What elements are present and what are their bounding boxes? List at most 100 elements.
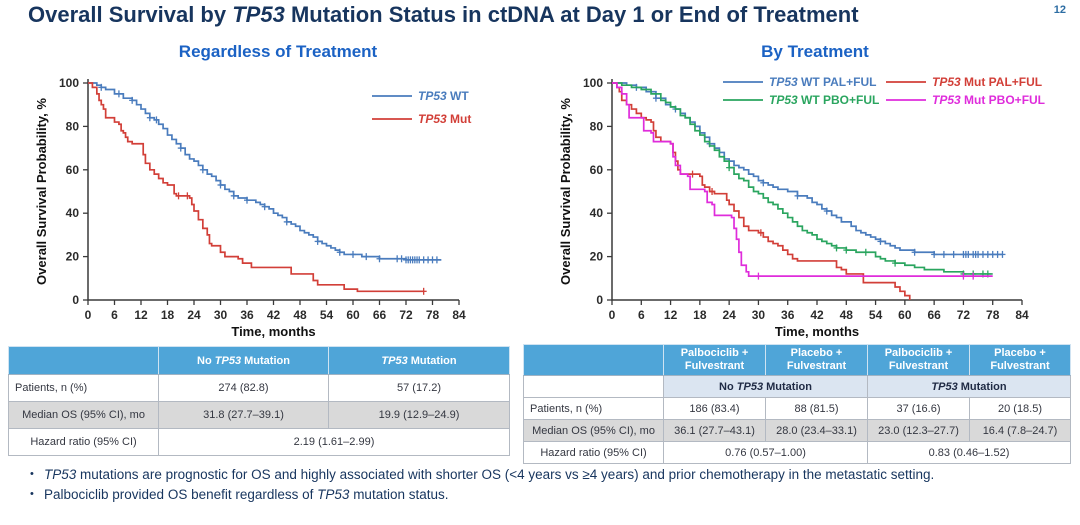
page-title-gene: TP53 [232,2,285,27]
y-tick-label: 40 [66,206,80,220]
bullet-os-benefit: • Palbociclib provided OS benefit regard… [30,486,449,502]
y-axis-label: Overall Survival Probability, % [558,98,573,285]
table-row-median-os: Median OS (95% CI), mo 36.1 (27.7–43.1) … [523,419,1071,442]
x-tick-label: 6 [638,308,645,322]
y-tick-label: 40 [590,206,604,220]
cell-value: 57 (17.2) [328,374,510,402]
row-label: Median OS (95% CI), mo [8,401,159,429]
km-curve-tp53-mut-pal-ful [612,82,911,300]
x-tick-label: 66 [373,308,387,322]
table-row-hazard-ratio: Hazard ratio (95% CI) 2.19 (1.61–2.99) [8,428,510,456]
chart-panel-regardless-of-treatment: Regardless of Treatment 0 6 12 18 24 30 36 42 48… [0,38,540,339]
km-curve-tp53-wt-pal-ful [612,82,1003,256]
x-tick-label: 72 [399,308,413,322]
x-tick-label: 48 [840,308,854,322]
x-tick-label: 54 [320,308,334,322]
x-tick-label: 84 [452,308,466,322]
km-curve-tp53-wt-pbo-ful [612,82,993,275]
x-tick-label: 36 [240,308,254,322]
table-header-row: No TP53 Mutation TP53 Mutation [8,346,510,375]
cell-value: 19.9 (12.9–24.9) [328,401,510,429]
cell-value: 16.4 (7.8–24.7) [969,419,1071,442]
chart-panel-by-treatment: By Treatment 0 6 12 18 24 30 36 42 48 54 60 66 72 78 8… [540,38,1080,339]
y-axis-label: Overall Survival Probability, % [34,98,49,285]
x-tick-label: 78 [986,308,1000,322]
group-header-tp53-mutation: TP53 Mutation [867,375,1071,398]
x-tick-label: 54 [869,308,883,322]
cell-value: 20 (18.5) [969,397,1071,420]
table-row-median-os: Median OS (95% CI), mo 31.8 (27.7–39.1) … [8,401,510,429]
chart-title-right: By Treatment [761,42,869,61]
table-row-hazard-ratio: Hazard ratio (95% CI) 0.76 (0.57–1.00) 0… [523,441,1071,464]
table-row-patients: Patients, n (%) 186 (83.4) 88 (81.5) 37 … [523,397,1071,420]
x-axis-label: Time, months [231,324,315,338]
x-tick-label: 60 [346,308,360,322]
cell-value: 88 (81.5) [765,397,868,420]
y-tick-label: 20 [66,250,80,264]
x-tick-label: 30 [214,308,228,322]
x-tick-label: 72 [957,308,971,322]
cell-value: 186 (83.4) [663,397,766,420]
col-header-palbociclib-fulvestrant-2: Palbociclib + Fulvestrant [867,344,970,376]
km-curve-tp53-mut-pbo-ful [612,82,993,277]
table-header-row: Palbociclib + Fulvestrant Placebo + Fulves… [523,344,1071,376]
legend-label-tp53-mut-pal-ful: TP53 Mut PAL+FUL [932,75,1042,89]
cell-value-span: 2.19 (1.61–2.99) [158,428,510,456]
x-tick-label: 36 [781,308,795,322]
km-chart-by-treatment: 0 6 12 18 24 30 36 42 48 54 60 66 72 78 84 0 20 40 60 80 100… [558,75,1045,339]
page-title: Overall Survival by TP53 Mutation Status… [28,2,859,28]
x-tick-label: 84 [1015,308,1029,322]
bullet-prognostic: • TP53 mutations are prognostic for OS a… [30,467,935,482]
legend-label-tp53-wt-pbo-ful: TP53 WT PBO+FUL [769,93,879,107]
cell-value: 28.0 (23.4–33.1) [765,419,868,442]
x-tick-label: 24 [722,308,736,322]
x-axis-label: Time, months [775,324,859,338]
col-header-palbociclib-fulvestrant-1: Palbociclib + Fulvestrant [663,344,766,376]
row-label: Patients, n (%) [523,397,664,420]
table-corner-cell [8,346,159,375]
bullet-dot: • [30,468,34,480]
col-header-tp53-mutation: TP53 Mutation [328,346,510,375]
legend-label-tp53-mut: TP53 Mut [418,112,471,126]
y-tick-label: 80 [66,119,80,133]
row-label: Median OS (95% CI), mo [523,419,664,442]
cell-value: 274 (82.8) [158,374,329,402]
col-header-placebo-fulvestrant-1: Placebo + Fulvestrant [765,344,868,376]
summary-table-regardless-of-treatment: No TP53 Mutation TP53 Mutation Patients,… [8,346,510,456]
x-tick-label: 48 [293,308,307,322]
x-tick-label: 30 [752,308,766,322]
table-corner-cell [523,344,664,376]
key-points: • TP53 mutations are prognostic for OS a… [30,466,1035,506]
y-tick-label: 80 [590,119,604,133]
y-tick-label: 100 [583,76,603,90]
table-row-patients: Patients, n (%) 274 (82.8) 57 (17.2) [8,374,510,402]
page-title-post: Mutation Status in ctDNA at Day 1 or End… [284,2,859,27]
x-tick-label: 0 [609,308,616,322]
bullet-dot: • [30,487,34,500]
row-label: Patients, n (%) [8,374,159,402]
cell-value: 36.1 (27.7–43.1) [663,419,766,442]
x-tick-label: 12 [134,308,148,322]
y-tick-label: 0 [72,293,79,307]
y-tick-label: 20 [590,250,604,264]
x-tick-label: 0 [85,308,92,322]
x-tick-label: 66 [927,308,941,322]
y-tick-label: 100 [59,76,79,90]
y-tick-label: 60 [66,163,80,177]
page-title-pre: Overall Survival by [28,2,233,27]
col-header-no-tp53-mutation: No TP53 Mutation [158,346,329,375]
x-tick-label: 18 [161,308,175,322]
y-tick-label: 60 [590,163,604,177]
x-tick-label: 18 [693,308,707,322]
km-chart-regardless-of-treatment: 0 6 12 18 24 30 36 42 48 54 60 66 72 78 84 0 20 40 60 80 100… [34,76,471,339]
x-tick-label: 60 [898,308,912,322]
row-label: Hazard ratio (95% CI) [8,428,159,456]
x-tick-label: 6 [111,308,118,322]
legend-label-tp53-wt: TP53 WT [418,89,469,103]
cell-value: 31.8 (27.7–39.1) [158,401,329,429]
x-tick-label: 12 [664,308,678,322]
group-header-no-tp53-mutation: No TP53 Mutation [663,375,868,398]
cell-value-span: 0.76 (0.57–1.00) [663,441,868,464]
col-header-placebo-fulvestrant-2: Placebo + Fulvestrant [969,344,1071,376]
